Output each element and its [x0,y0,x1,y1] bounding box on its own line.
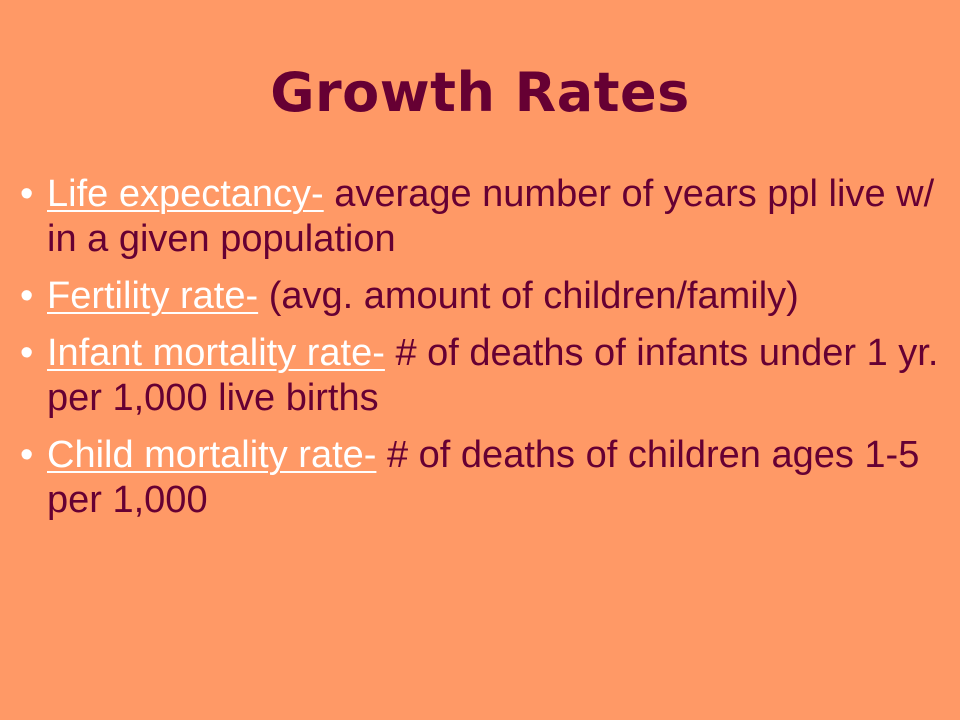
term-fertility-rate: Fertility rate- [47,275,259,317]
term-life-expectancy: Life expectancy- [47,173,324,215]
bullet-dot-icon: • [20,434,34,476]
term-infant-mortality-rate: Infant mortality rate- [47,332,385,374]
bullet-list: • Life expectancy- average number of yea… [20,172,940,535]
bullet-infant-mortality-rate: • Infant mortality rate- # of deaths of … [20,331,940,421]
term-child-mortality-rate: Child mortality rate- [47,434,377,476]
definition-life-expectancy: average number of years ppl live w/ in a… [47,173,935,260]
bullet-dot-icon: • [20,275,34,317]
bullet-child-mortality-rate: • Child mortality rate- # of deaths of c… [20,433,940,523]
bullet-fertility-rate: • Fertility rate- (avg. amount of childr… [20,274,940,319]
definition-infant-mortality-rate: # of deaths of infants under 1 yr. per 1… [47,332,939,419]
slide-title: Growth Rates [270,61,690,124]
bullet-dot-icon: • [20,332,34,374]
definition-child-mortality-rate: # of deaths of children ages 1-5 per 1,0… [47,434,920,521]
definition-fertility-rate: (avg. amount of children/family) [258,275,799,317]
bullet-dot-icon: • [20,173,34,215]
bullet-life-expectancy: • Life expectancy- average number of yea… [20,172,940,262]
